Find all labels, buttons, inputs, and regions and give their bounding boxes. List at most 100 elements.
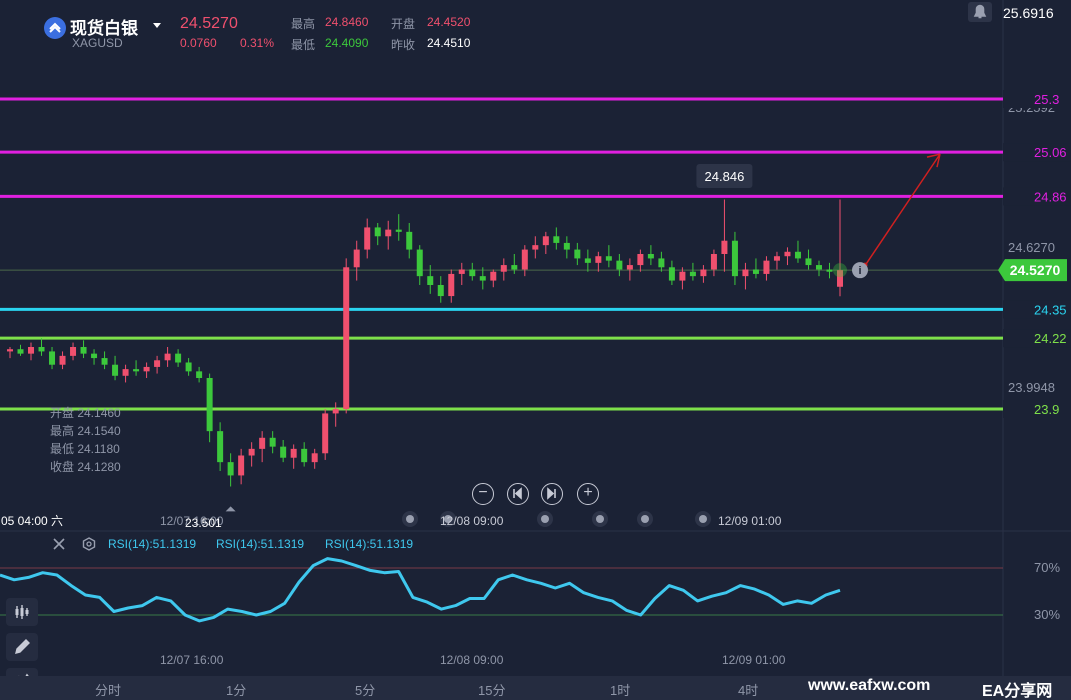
close-icon[interactable]: [52, 537, 66, 551]
low-label: 最低: [291, 38, 316, 52]
candle-body: [374, 227, 381, 237]
candle-body: [532, 245, 539, 250]
timeframe-1h[interactable]: 1时: [610, 683, 631, 698]
prev-close-value: 24.4510: [427, 36, 471, 50]
level-label: 24.22: [1034, 331, 1067, 346]
low-value: 24.4090: [325, 36, 369, 50]
candle-body: [458, 269, 465, 274]
candle-body: [742, 269, 749, 277]
candle-body: [59, 355, 66, 365]
time-label-3: 12/09 01:00: [718, 514, 782, 528]
candle-body: [217, 431, 224, 463]
zoom-out-button[interactable]: −: [472, 483, 494, 505]
target-arrow-head: [926, 153, 941, 168]
price-change-pct: 0.31%: [240, 36, 275, 50]
level-label: 24.86: [1034, 189, 1067, 204]
candle-body: [448, 273, 455, 297]
candle-body: [311, 453, 318, 463]
prev-close-label: 昨收: [391, 38, 416, 52]
time-marker-dot-inner: [541, 515, 549, 523]
candle-body: [269, 437, 276, 447]
level-tag: [1003, 329, 1071, 348]
candle-body: [364, 227, 371, 250]
zoom-in-button[interactable]: +: [577, 483, 599, 505]
candle-body: [437, 285, 444, 297]
alert-bell-icon[interactable]: [968, 2, 992, 22]
rsi-level-70-label: 70%: [1034, 560, 1060, 575]
candle-body: [206, 378, 213, 432]
axis-price-label: 23.9948: [1008, 380, 1055, 395]
candle-body: [542, 236, 549, 246]
open-label: 开盘: [391, 17, 416, 31]
candle-body: [605, 256, 612, 261]
level-label: 25.06: [1034, 145, 1067, 160]
candle-body: [511, 265, 518, 270]
low-marker: [225, 506, 236, 512]
timeframe-tick[interactable]: 分时: [95, 683, 122, 698]
candle-body: [185, 362, 192, 372]
low-annotation: 23.501: [185, 516, 222, 530]
candle-body: [668, 267, 675, 281]
candle-body: [700, 269, 707, 277]
rsi-label-3: RSI(14):51.1319: [325, 537, 414, 551]
time-label-2: 12/08 09:00: [440, 514, 504, 528]
candle-body: [112, 364, 119, 376]
info-icon: [852, 262, 868, 279]
time-marker-dot-inner: [596, 515, 604, 523]
info-icon-glyph: i: [858, 265, 861, 277]
candle-body: [91, 353, 98, 359]
target-arrow-line: [865, 153, 941, 265]
symbol-title[interactable]: 现货白银: [70, 19, 138, 38]
candle-body: [805, 258, 812, 266]
tooltip-high: 最高 24.1540: [50, 424, 121, 438]
tooltip-low: 最低 24.1180: [50, 442, 120, 456]
candle-body: [553, 236, 560, 243]
high-value: 24.8460: [325, 15, 369, 29]
symbol-code: XAGUSD: [72, 36, 123, 50]
candle-body: [763, 260, 770, 274]
high-label: 最高: [291, 17, 316, 31]
candle-type-button[interactable]: [6, 598, 38, 626]
high-annotation-text: 24.846: [705, 169, 745, 184]
axis-price-label: 24.6270: [1008, 240, 1055, 255]
price-change: 0.0760: [180, 36, 217, 50]
crosshair-time-label: 05 04:00 六: [0, 512, 80, 530]
axis-top-price: 25.6916: [1003, 5, 1054, 21]
candle-body: [784, 251, 791, 257]
scroll-start-button[interactable]: [507, 483, 529, 505]
candle-body: [101, 358, 108, 365]
level-tag: [1003, 400, 1071, 418]
candle-body: [490, 271, 497, 281]
level-label: 24.35: [1034, 302, 1067, 317]
rsi-label-2: RSI(14):51.1319: [216, 537, 305, 551]
level-label: 25.3: [1034, 92, 1059, 107]
chevron-down-icon[interactable]: [152, 20, 162, 30]
candle-body: [616, 260, 623, 270]
candle-body: [343, 267, 350, 409]
draw-tool-button[interactable]: [6, 633, 38, 661]
candle-body: [80, 347, 87, 354]
settings-icon[interactable]: [82, 537, 96, 551]
rsi-level-30-label: 30%: [1034, 607, 1060, 622]
tooltip-open: 开盘 24.1460: [50, 406, 121, 420]
last-price-glow: [833, 263, 847, 278]
candle-body: [773, 256, 780, 261]
candle-body: [721, 240, 728, 254]
timeframe-4h[interactable]: 4时: [738, 683, 759, 698]
candle-body: [500, 265, 507, 272]
candle-body: [679, 271, 686, 281]
watermark-site: www.eafxw.com: [808, 677, 931, 694]
timeframe-15m[interactable]: 15分: [478, 683, 506, 698]
candle-body: [49, 351, 56, 365]
scroll-end-button[interactable]: [541, 483, 563, 505]
candle-body: [647, 254, 654, 259]
tooltip-close: 收盘 24.1280: [50, 460, 121, 474]
candle-body: [427, 276, 434, 285]
candle-body: [332, 409, 339, 414]
time-label-1: 12/07 16:00: [160, 514, 224, 528]
timeframe-1m[interactable]: 1分: [226, 683, 247, 698]
candle-body: [479, 276, 486, 281]
timeframe-5m[interactable]: 5分: [355, 683, 376, 698]
